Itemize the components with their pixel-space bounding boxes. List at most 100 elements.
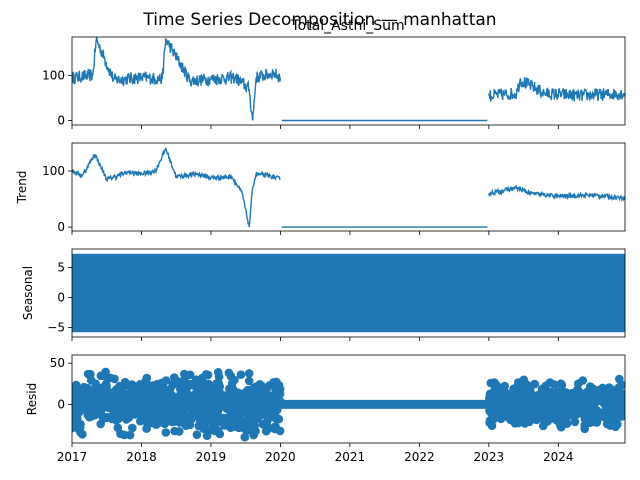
resid-point (72, 401, 81, 411)
resid-point (72, 387, 81, 397)
resid-point (101, 383, 111, 393)
resid-point (535, 390, 544, 399)
resid-point (260, 402, 269, 411)
resid-point (526, 388, 536, 398)
resid-point (86, 375, 96, 385)
resid-point (270, 413, 280, 423)
seasonal-y-axis: −5 0 5 (47, 261, 72, 334)
observed-panel: 0 100 (42, 36, 626, 129)
resid-point (106, 373, 115, 383)
resid-point (130, 384, 140, 393)
observed-subtitle: Total_Asthi_Sum (290, 18, 404, 34)
resid-point (183, 392, 192, 401)
resid-point (83, 407, 92, 417)
resid-point (238, 391, 247, 401)
resid-point (519, 375, 529, 385)
x-tick-label: 2021 (335, 450, 366, 464)
resid-point (176, 395, 186, 405)
trend-panel: 0 100 Trend (15, 142, 626, 235)
x-tick-label: 2020 (265, 450, 296, 464)
seasonal-ytick-label: 0 (57, 290, 65, 304)
resid-scatter-region-1 (484, 374, 625, 434)
resid-point (541, 381, 551, 391)
resid-point (252, 382, 261, 392)
resid-point (244, 369, 254, 378)
resid-point (599, 395, 609, 404)
resid-point (161, 428, 171, 437)
x-tick-label: 2022 (404, 450, 435, 464)
resid-point (96, 371, 106, 381)
seasonal-plot (72, 253, 625, 333)
resid-point (161, 397, 170, 407)
trend-ytick-label: 0 (57, 220, 65, 234)
resid-point (215, 417, 224, 427)
resid-point (94, 407, 104, 417)
resid-point (115, 410, 124, 420)
resid-point (244, 426, 253, 435)
resid-point (116, 429, 125, 439)
resid-point (72, 423, 77, 433)
resid-point (157, 378, 166, 388)
resid-point (197, 410, 206, 420)
resid-point (615, 374, 624, 384)
seasonal-x-ticks (71, 337, 559, 341)
observed-x-ticks (71, 125, 559, 129)
observed-plot (72, 37, 625, 122)
x-tick-label: 2024 (543, 450, 574, 464)
resid-ytick-label: 0 (57, 397, 65, 411)
seasonal-panel: −5 0 5 Seasonal (21, 248, 626, 341)
figure-title: Time Series Decomposition — manhattan (142, 10, 496, 30)
resid-point (100, 391, 110, 401)
x-tick-label: 2023 (474, 450, 505, 464)
trend-y-axis: 0 100 (42, 164, 72, 234)
observed-ytick-label: 0 (57, 113, 65, 127)
resid-point (485, 406, 495, 416)
resid-point (174, 379, 183, 389)
resid-point (170, 426, 179, 436)
resid-point (78, 430, 87, 439)
resid-point (226, 372, 236, 381)
resid-point (132, 404, 141, 414)
observed-series-segment-0 (72, 37, 282, 121)
resid-point (494, 402, 503, 411)
resid-point (94, 401, 103, 411)
resid-point (574, 379, 583, 389)
resid-point (614, 386, 624, 395)
resid-point (530, 412, 540, 421)
resid-point (72, 395, 80, 404)
resid-frame (71, 354, 626, 444)
resid-point (546, 403, 555, 413)
resid-point (121, 401, 130, 410)
resid-panel: 0 50 2017 2018 2019 2020 2021 2022 2023 2024 Res… (25, 354, 626, 464)
resid-point (79, 393, 89, 403)
seasonal-ylabel: Seasonal (21, 266, 35, 320)
resid-point (556, 379, 566, 389)
resid-point (115, 381, 124, 391)
trend-frame (71, 142, 626, 232)
seasonal-ytick-label: 5 (57, 261, 65, 275)
resid-point (204, 388, 214, 397)
resid-point (168, 407, 177, 417)
resid-point (545, 410, 554, 419)
resid-point (537, 408, 547, 418)
resid-point (144, 411, 154, 421)
trend-series-segment-2 (488, 184, 625, 203)
resid-point (486, 378, 496, 388)
x-tick-label: 2017 (57, 450, 88, 464)
resid-point (610, 393, 619, 403)
observed-frame (71, 36, 626, 126)
resid-point (609, 402, 618, 412)
resid-point (561, 388, 571, 397)
resid-point (185, 370, 195, 380)
resid-point (547, 395, 556, 405)
trend-series-segment-0 (72, 147, 281, 228)
resid-point (181, 413, 191, 422)
resid-point (531, 404, 540, 414)
resid-ytick-label: 50 (50, 356, 65, 370)
resid-point (86, 386, 96, 396)
resid-point (78, 385, 88, 394)
resid-point (201, 370, 211, 379)
resid-point (103, 398, 112, 408)
resid-point (228, 398, 237, 408)
